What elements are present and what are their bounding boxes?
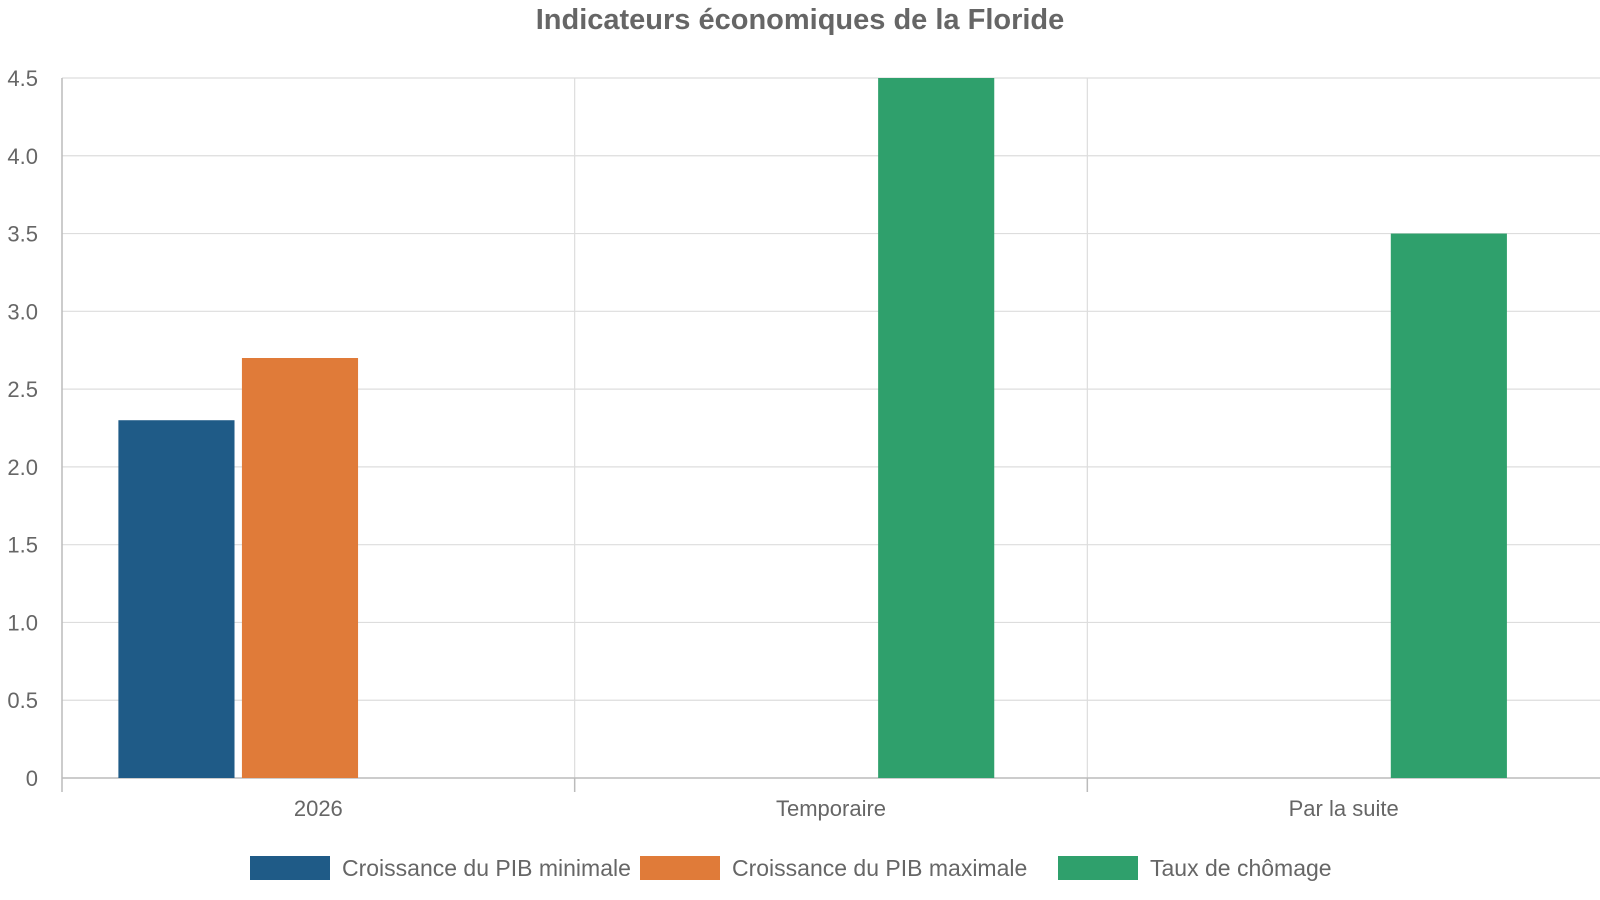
y-tick-label: 4.5 — [7, 66, 38, 91]
y-axis-ticks: 0 0.5 1.0 1.5 2.0 2.5 3.0 3.5 4.0 4.5 — [7, 66, 38, 791]
legend: Croissance du PIB minimale Croissance du … — [250, 855, 1332, 881]
x-tick-label: 2026 — [294, 796, 343, 821]
y-tick-label: 0.5 — [7, 688, 38, 713]
bar — [1390, 233, 1507, 779]
y-tick-label: 1.0 — [7, 610, 38, 635]
y-tick-label: 3.0 — [7, 299, 38, 324]
y-tick-label: 2.5 — [7, 377, 38, 402]
legend-swatch — [250, 856, 330, 880]
legend-swatch — [640, 856, 720, 880]
legend-label: Croissance du PIB minimale — [342, 855, 631, 881]
x-axis-ticks: 2026 Temporaire Par la suite — [61, 778, 1399, 821]
bar — [118, 420, 235, 778]
y-tick-label: 2.0 — [7, 455, 38, 480]
legend-label: Croissance du PIB maximale — [732, 855, 1027, 881]
legend-label: Taux de chômage — [1150, 855, 1332, 881]
y-tick-label: 3.5 — [7, 222, 38, 247]
y-tick-label: 1.5 — [7, 533, 38, 558]
bars — [118, 78, 1507, 779]
x-tick-label: Temporaire — [776, 796, 886, 821]
y-tick-label: 4.0 — [7, 144, 38, 169]
bar — [878, 78, 995, 778]
chart-title: Indicateurs économiques de la Floride — [536, 4, 1065, 36]
bar — [241, 358, 359, 778]
y-tick-label: 0 — [26, 766, 38, 791]
legend-swatch — [1058, 856, 1138, 880]
x-tick-label: Par la suite — [1289, 796, 1399, 821]
